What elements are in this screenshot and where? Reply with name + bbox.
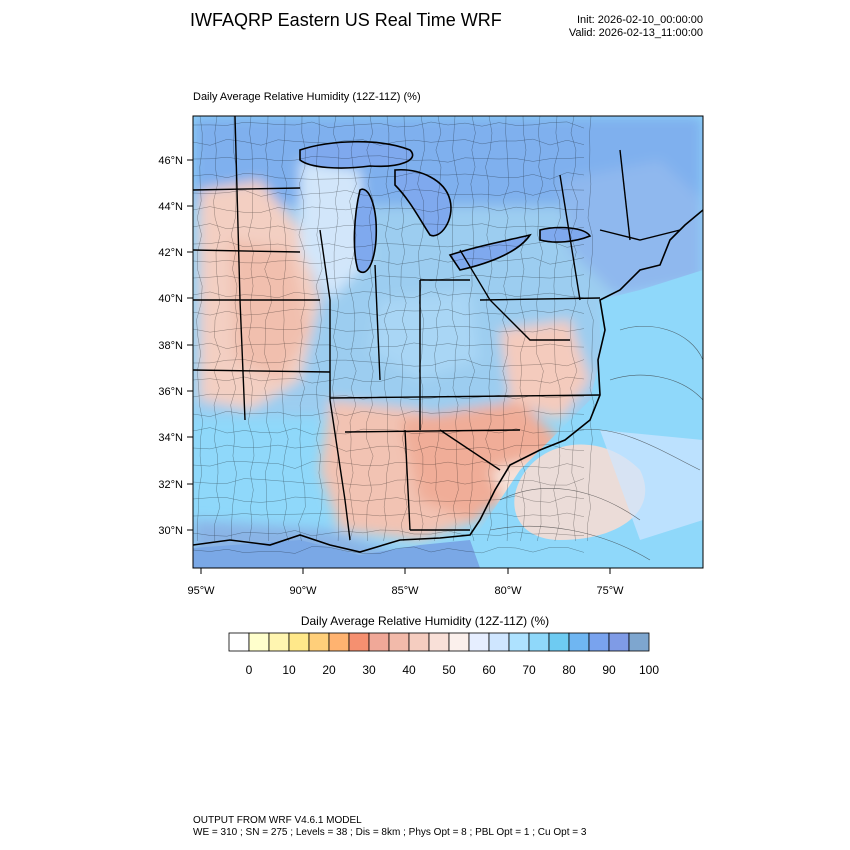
main-title: IWFAQRP Eastern US Real Time WRF — [190, 10, 502, 30]
colorbar-swatch — [488, 632, 510, 652]
colorbar-swatch — [268, 632, 290, 652]
model-info: OUTPUT FROM WRF V4.6.1 MODEL — [193, 815, 362, 826]
colorbar-tick-label: 0 — [246, 663, 253, 677]
colorbar-title: Daily Average Relative Humidity (12Z-11Z… — [300, 614, 550, 628]
latitude-axis: 46°N 44°N 42°N 40°N 38°N 36°N 34°N 32°N … — [158, 155, 193, 537]
colorbar-tick-label: 50 — [442, 663, 456, 677]
ocean-contours — [489, 325, 703, 561]
colorbar-tick-label: 60 — [482, 663, 496, 677]
colorbar-tick-label: 100 — [639, 663, 659, 677]
colorbar-swatch — [568, 632, 590, 652]
gulf-of-mexico — [193, 540, 480, 568]
coastline — [193, 209, 703, 553]
colorbar-swatch — [428, 632, 450, 652]
lon-label: 90°W — [289, 585, 317, 597]
lat-label: 32°N — [158, 479, 183, 491]
colorbar-tick-label: 10 — [282, 663, 296, 677]
longitude-axis: 95°W 90°W 85°W 80°W 75°W — [187, 568, 624, 597]
map-figure: 46°N 44°N 42°N 40°N 38°N 36°N 34°N 32°N … — [158, 115, 704, 597]
map-frame — [192, 115, 704, 569]
colorbar-tick-label: 70 — [522, 663, 536, 677]
colorbar-swatch — [468, 632, 490, 652]
colorbar-swatch — [548, 632, 570, 652]
map-area — [193, 116, 703, 568]
lat-label: 42°N — [158, 247, 183, 259]
lon-label: 75°W — [596, 585, 624, 597]
lat-label: 46°N — [158, 155, 183, 167]
lat-label: 34°N — [158, 432, 183, 444]
map-subtitle: Daily Average Relative Humidity (12Z-11Z… — [193, 91, 421, 103]
colorbar-tick-label: 40 — [402, 663, 416, 677]
init-time: Init: 2026-02-10_00:00:00 — [577, 14, 703, 26]
model-config: WE = 310 ; SN = 275 ; Levels = 38 ; Dis … — [193, 827, 587, 838]
colorbar-swatch — [448, 632, 470, 652]
colorbar-swatch — [628, 632, 650, 652]
colorbar-swatch — [608, 632, 630, 652]
colorbar-tick-label: 30 — [362, 663, 376, 677]
valid-time: Valid: 2026-02-13_11:00:00 — [568, 27, 703, 39]
lat-label: 38°N — [158, 340, 183, 352]
great-lakes — [299, 140, 592, 274]
colorbar-tick-label: 80 — [562, 663, 576, 677]
colorbar-swatch — [368, 632, 390, 652]
ocean-moist-patch — [600, 430, 703, 540]
colorbar-swatch — [228, 632, 250, 652]
colorbar-tick-label: 20 — [322, 663, 336, 677]
colorbar-swatch — [528, 632, 550, 652]
colorbar-swatch — [328, 632, 350, 652]
colorbar-swatch — [288, 632, 310, 652]
lon-label: 95°W — [187, 585, 215, 597]
colorbar-swatch — [508, 632, 530, 652]
colorbar-swatch — [248, 632, 270, 652]
colorbar: 0 10 20 30 40 50 60 70 80 90 100 — [228, 632, 659, 677]
lat-label: 36°N — [158, 386, 183, 398]
colorbar-swatch — [308, 632, 330, 652]
lon-label: 80°W — [494, 585, 522, 597]
lat-label: 30°N — [158, 525, 183, 537]
colorbar-swatch — [408, 632, 430, 652]
colorbar-swatch — [388, 632, 410, 652]
ocean-dry-patch — [514, 444, 646, 540]
colorbar-swatch — [348, 632, 370, 652]
lat-label: 44°N — [158, 201, 183, 213]
state-boundaries — [193, 116, 681, 541]
lon-label: 85°W — [391, 585, 419, 597]
colorbar-tick-label: 90 — [602, 663, 616, 677]
colorbar-swatch — [588, 632, 610, 652]
lat-label: 40°N — [158, 293, 183, 305]
county-boundaries — [193, 116, 595, 554]
